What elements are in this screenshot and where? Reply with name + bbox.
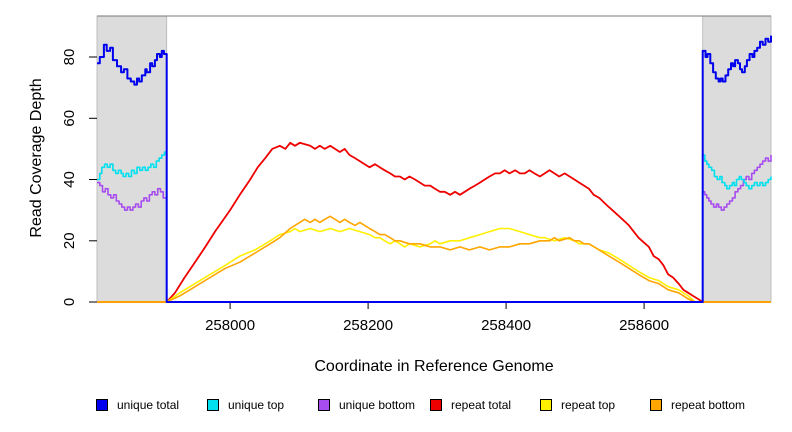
y-tick-label: 40 [61,171,78,188]
series-unique-bottom [97,155,772,303]
y-tick-label: 0 [61,298,78,306]
y-tick-label: 80 [61,49,78,66]
y-tick-label: 20 [61,232,78,249]
series-repeat-top [97,227,771,303]
y-tick-label: 60 [61,110,78,127]
series-repeat-total [97,141,771,303]
series-unique-total [97,35,772,303]
series-unique-top [97,151,772,303]
x-tick-label: 258000 [205,317,255,334]
x-tick-label: 258600 [619,317,669,334]
series-repeat-bottom [97,215,771,303]
x-axis-title: Coordinate in Reference Genome [314,358,554,375]
y-axis-title: Read Coverage Depth [28,78,45,238]
masked-region [702,15,772,303]
x-tick-label: 258200 [343,317,393,334]
x-tick-label: 258400 [481,317,531,334]
